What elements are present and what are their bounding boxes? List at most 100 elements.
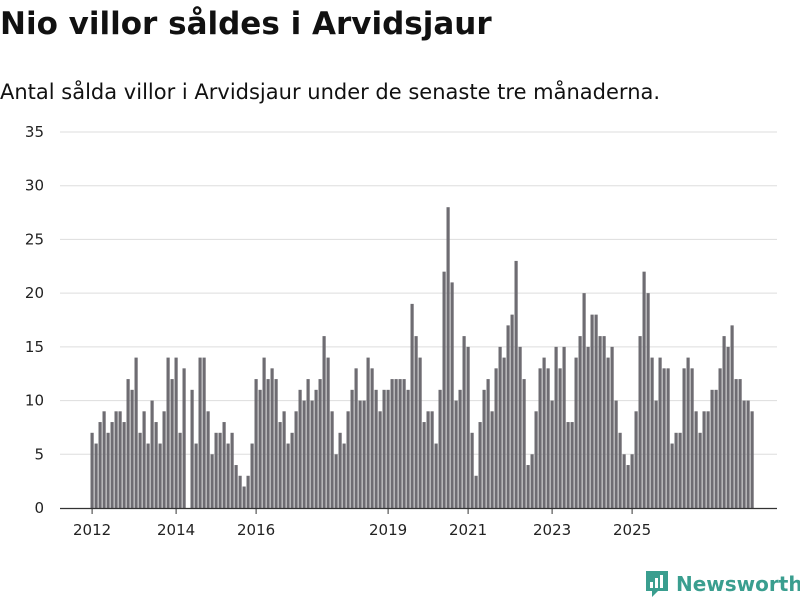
x-tick-label: 2021 xyxy=(449,521,487,539)
y-tick-label: 35 xyxy=(25,123,44,141)
bar xyxy=(386,389,390,508)
bar xyxy=(114,411,118,508)
bar xyxy=(234,465,238,508)
bar xyxy=(578,336,582,508)
bar xyxy=(442,271,446,508)
bar xyxy=(654,400,658,508)
x-tick-label: 2016 xyxy=(237,521,275,539)
bar xyxy=(642,271,646,508)
bar xyxy=(570,422,574,508)
bar xyxy=(218,432,222,508)
bar xyxy=(526,465,530,508)
bar xyxy=(726,346,730,508)
bar xyxy=(658,357,662,508)
bar xyxy=(102,411,106,508)
y-tick-label: 15 xyxy=(25,338,44,356)
bar xyxy=(298,389,302,508)
bar xyxy=(434,443,438,508)
bar xyxy=(674,432,678,508)
bar xyxy=(626,465,630,508)
bar xyxy=(418,357,422,508)
bar xyxy=(206,411,210,508)
bar xyxy=(462,336,466,508)
bar xyxy=(330,411,334,508)
bar xyxy=(622,454,626,508)
bar xyxy=(466,346,470,508)
bar xyxy=(282,411,286,508)
bar xyxy=(270,368,274,508)
bar xyxy=(574,357,578,508)
bar xyxy=(222,422,226,508)
bar xyxy=(370,368,374,508)
bar xyxy=(326,357,330,508)
bar xyxy=(358,400,362,508)
bar xyxy=(402,379,406,508)
y-tick-label: 20 xyxy=(25,284,44,302)
bar xyxy=(598,336,602,508)
bar xyxy=(318,379,322,508)
bar xyxy=(702,411,706,508)
bar xyxy=(190,389,194,508)
bar xyxy=(494,368,498,508)
bar xyxy=(738,379,742,508)
bar xyxy=(582,293,586,508)
bar xyxy=(238,475,242,508)
bar xyxy=(210,454,214,508)
bar xyxy=(254,379,258,508)
bar xyxy=(690,368,694,508)
bar xyxy=(126,379,130,508)
bar xyxy=(630,454,634,508)
chart-subtitle: Antal sålda villor i Arvidsjaur under de… xyxy=(0,80,661,104)
bar xyxy=(542,357,546,508)
bar xyxy=(290,432,294,508)
bar xyxy=(138,432,142,508)
bar xyxy=(554,346,558,508)
bar xyxy=(398,379,402,508)
bar xyxy=(142,411,146,508)
bar xyxy=(242,486,246,508)
bar xyxy=(378,411,382,508)
bar xyxy=(682,368,686,508)
bar xyxy=(634,411,638,508)
bar xyxy=(134,357,138,508)
x-tick-label: 2012 xyxy=(73,521,111,539)
bar xyxy=(602,336,606,508)
bar xyxy=(146,443,150,508)
bar xyxy=(170,379,174,508)
bar xyxy=(718,368,722,508)
bar xyxy=(486,379,490,508)
bar xyxy=(498,346,502,508)
bar xyxy=(730,325,734,508)
bar xyxy=(314,389,318,508)
bar xyxy=(150,400,154,508)
bar xyxy=(594,314,598,508)
bar xyxy=(390,379,394,508)
bar xyxy=(122,422,126,508)
bar xyxy=(650,357,654,508)
bar xyxy=(350,389,354,508)
bar xyxy=(478,422,482,508)
bar xyxy=(346,411,350,508)
newsworthy-logo: Newsworthy xyxy=(644,569,800,599)
bar xyxy=(698,432,702,508)
bar xyxy=(410,303,414,508)
bar xyxy=(198,357,202,508)
bar xyxy=(510,314,514,508)
y-tick-label: 25 xyxy=(25,230,44,248)
bar xyxy=(470,432,474,508)
bar xyxy=(322,336,326,508)
bar xyxy=(458,389,462,508)
bar xyxy=(430,411,434,508)
bar xyxy=(406,389,410,508)
bar xyxy=(338,432,342,508)
bar xyxy=(158,443,162,508)
bar xyxy=(154,422,158,508)
bar xyxy=(174,357,178,508)
bar xyxy=(342,443,346,508)
bar xyxy=(614,400,618,508)
bar xyxy=(558,368,562,508)
bar xyxy=(482,389,486,508)
x-tick-label: 2025 xyxy=(613,521,651,539)
data-label: 9 xyxy=(751,0,761,4)
brand-name: Newsworthy xyxy=(676,572,800,596)
